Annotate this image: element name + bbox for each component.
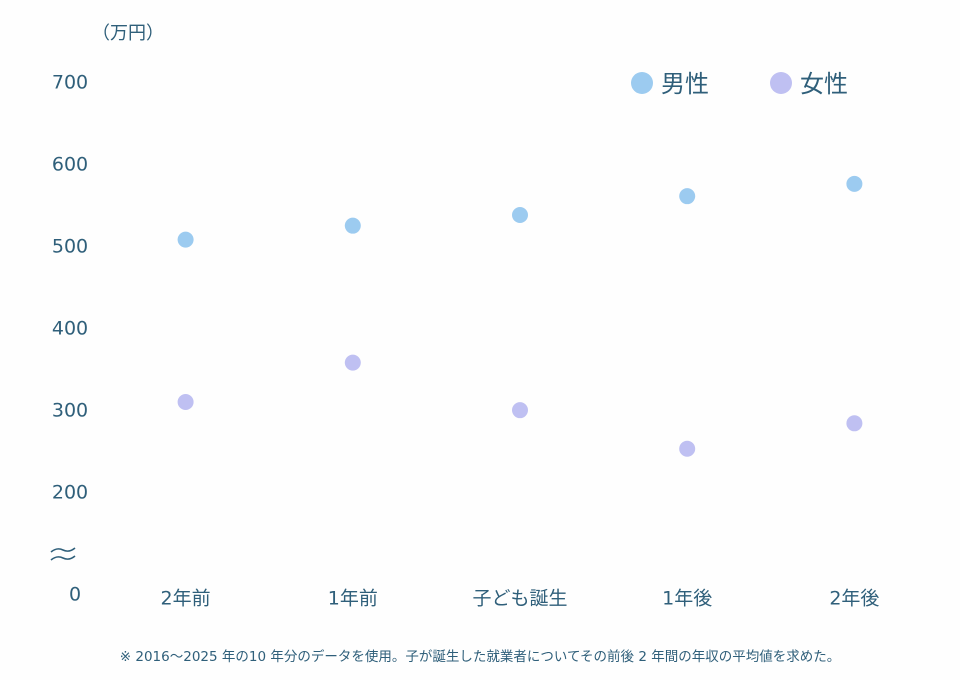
- y-tick-label: 600: [52, 154, 88, 176]
- footnote: ※ 2016～2025 年の10 年分のデータを使用。子が誕生した就業者について…: [120, 648, 840, 665]
- point: [344, 354, 361, 371]
- x-tick-label: 子ども誕生: [472, 588, 567, 610]
- legend-marker: [770, 72, 792, 94]
- point: [846, 175, 863, 192]
- point: [344, 217, 361, 234]
- point: [177, 231, 194, 248]
- unit-label: （万円）: [92, 23, 164, 44]
- point: [679, 440, 696, 457]
- legend-label: 女性: [800, 70, 848, 98]
- y-tick-label: 400: [52, 318, 88, 340]
- x-tick-label: 2年前: [161, 588, 211, 610]
- x-tick-label: 1年前: [328, 588, 378, 610]
- point: [512, 402, 528, 419]
- point: [177, 393, 194, 410]
- y-tick-label: 200: [52, 482, 88, 504]
- legend-label: 男性: [661, 70, 709, 98]
- y-tick-label: 300: [52, 400, 88, 422]
- x-tick-label: 2年後: [829, 588, 879, 610]
- point: [679, 188, 696, 205]
- point: [512, 207, 528, 224]
- x-tick-label: 1年後: [662, 588, 712, 610]
- axis-break: [50, 547, 76, 561]
- y-tick-label: 0: [69, 584, 81, 606]
- point: [846, 415, 863, 432]
- y-tick-label: 500: [52, 236, 88, 258]
- legend-marker: [631, 72, 653, 94]
- y-tick-label: 700: [52, 72, 88, 94]
